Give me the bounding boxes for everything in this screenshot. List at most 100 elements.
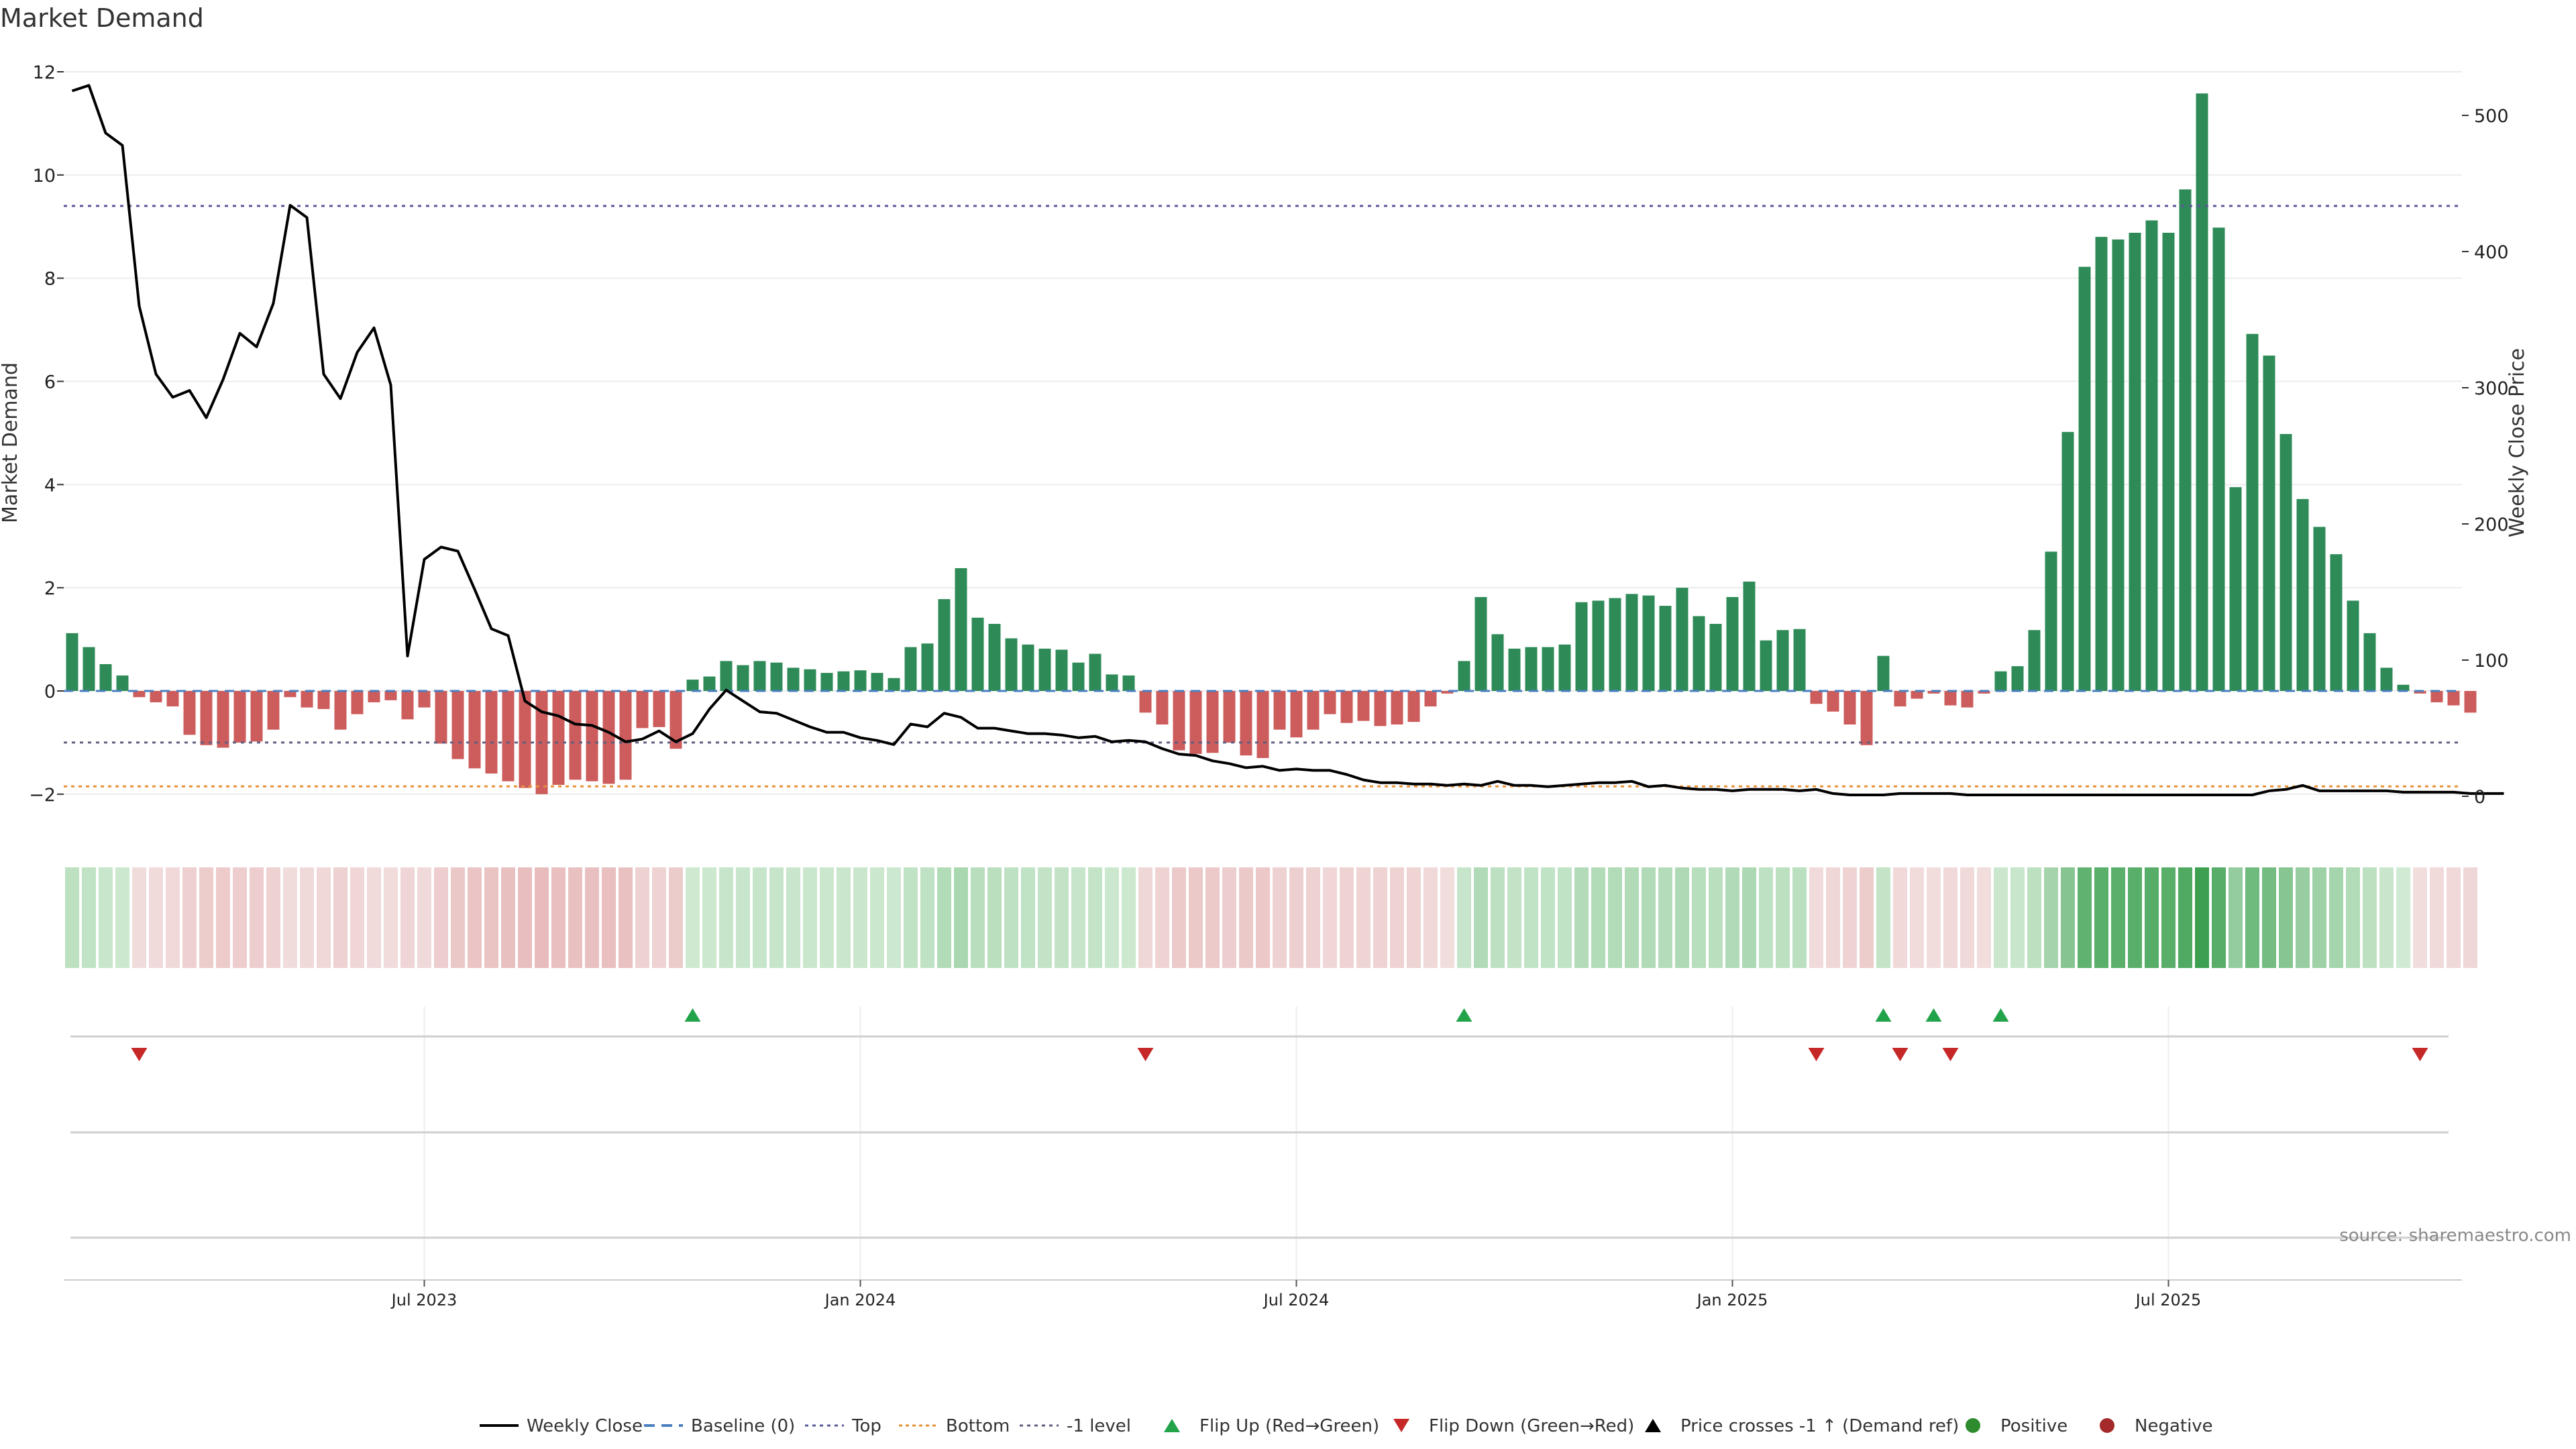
strip-cell xyxy=(2262,867,2276,968)
negative-bar xyxy=(669,691,682,749)
negative-bar xyxy=(217,691,229,748)
positive-bar xyxy=(1055,649,1068,691)
positive-bar xyxy=(1592,600,1605,691)
legend-label: Flip Up (Red→Green) xyxy=(1199,1416,1379,1436)
strip-cell xyxy=(786,867,800,968)
strip-cell xyxy=(1474,867,1488,968)
negative-bar xyxy=(133,691,146,698)
positive-bar xyxy=(720,661,733,691)
strip-cell xyxy=(904,867,918,968)
strip-cell xyxy=(1138,867,1152,968)
strip-cell xyxy=(1088,867,1102,968)
strip-cell xyxy=(367,867,381,968)
strip-cell xyxy=(1910,867,1924,968)
negative-bar xyxy=(435,691,447,744)
negative-bar xyxy=(1307,691,1320,730)
negative-bar xyxy=(200,691,213,745)
negative-bar xyxy=(1407,691,1420,722)
y-tick-label: 10 xyxy=(33,166,56,186)
positive-bar xyxy=(1676,588,1688,691)
strip-cell xyxy=(2094,867,2108,968)
strip-cell xyxy=(2245,867,2259,968)
y2-tick-label: 100 xyxy=(2474,651,2509,672)
strip-cell xyxy=(1658,867,1672,968)
flip-down-marker xyxy=(1942,1048,1959,1061)
flip-down-marker xyxy=(1808,1048,1825,1061)
strip-cell xyxy=(2010,867,2025,968)
negative-bar xyxy=(1927,691,1940,694)
y2-tick-label: 200 xyxy=(2474,515,2509,535)
negative-bar xyxy=(1894,691,1907,707)
positive-bar xyxy=(1743,581,1756,691)
strip-cell xyxy=(2212,867,2226,968)
strip-cell xyxy=(2430,867,2444,968)
strip-cell xyxy=(1424,867,1438,968)
strip-cell xyxy=(283,867,297,968)
negative-bar xyxy=(1911,691,1923,699)
chart-title: Market Demand xyxy=(0,3,204,33)
y2-tick-label: 400 xyxy=(2474,242,2509,263)
strip-cell xyxy=(350,867,364,968)
strip-cell xyxy=(2296,867,2310,968)
strip-cell xyxy=(2312,867,2326,968)
strip-cell xyxy=(1776,867,1790,968)
strip-cell xyxy=(1122,867,1136,968)
positive-bar xyxy=(1709,624,1722,691)
positive-bar xyxy=(2363,633,2376,691)
strip-cell xyxy=(920,867,934,968)
strip-cell xyxy=(1021,867,1035,968)
strip-cell xyxy=(1323,867,1337,968)
negative-bar xyxy=(1206,691,1219,753)
positive-bar xyxy=(1609,598,1621,691)
negative-bar xyxy=(150,691,162,702)
strip-cell xyxy=(233,867,247,968)
y-tick-label: 2 xyxy=(44,578,56,599)
negative-bar xyxy=(1810,691,1823,704)
positive-bar xyxy=(787,667,800,691)
strip-cell xyxy=(2363,867,2377,968)
y2-tick-label: 300 xyxy=(2474,378,2509,399)
negative-bar xyxy=(502,691,515,782)
positive-bar xyxy=(2397,684,2410,691)
strip-cell xyxy=(1977,867,1991,968)
strip-cell xyxy=(1709,867,1723,968)
strip-cell xyxy=(1960,867,1974,968)
strip-cell xyxy=(769,867,784,968)
flip-down-marker xyxy=(1137,1048,1154,1061)
negative-bar xyxy=(1139,691,1152,713)
positive-bar xyxy=(1625,594,1638,691)
strip-cell xyxy=(166,867,180,968)
x-tick-label: Jan 2024 xyxy=(824,1291,896,1309)
legend-item: Negative xyxy=(2100,1416,2213,1436)
positive-bar xyxy=(2330,554,2343,691)
legend-item: Positive xyxy=(1966,1416,2068,1436)
strip-cell xyxy=(736,867,750,968)
strip-cell xyxy=(1994,867,2008,968)
negative-bar xyxy=(1391,691,1403,724)
positive-bar xyxy=(888,678,900,691)
x-tick-label: Jul 2023 xyxy=(390,1291,458,1309)
positive-bar xyxy=(2263,356,2275,691)
flip-up-marker xyxy=(1456,1008,1472,1022)
source-note: source: sharemaestro.com xyxy=(2339,1226,2571,1246)
negative-bar xyxy=(401,691,414,720)
strip-cell xyxy=(820,867,834,968)
strip-cell xyxy=(199,867,213,968)
strip-cell xyxy=(1189,867,1203,968)
negative-bar xyxy=(569,691,582,780)
strip-cell xyxy=(1356,867,1371,968)
strip-cell xyxy=(468,867,482,968)
negative-bar xyxy=(1223,691,1236,743)
negative-bar xyxy=(2414,691,2426,694)
negative-bar xyxy=(1441,691,1454,694)
positive-bar xyxy=(1575,602,1588,691)
negative-bar xyxy=(317,691,330,709)
negative-bar xyxy=(2430,691,2443,702)
positive-bar xyxy=(871,673,883,691)
negative-bar xyxy=(619,691,632,780)
flip-up-marker xyxy=(684,1008,701,1022)
negative-bar xyxy=(485,691,498,774)
positive-bar xyxy=(2347,600,2359,691)
strip-cell xyxy=(669,867,683,968)
legend-item: Top xyxy=(805,1416,881,1436)
